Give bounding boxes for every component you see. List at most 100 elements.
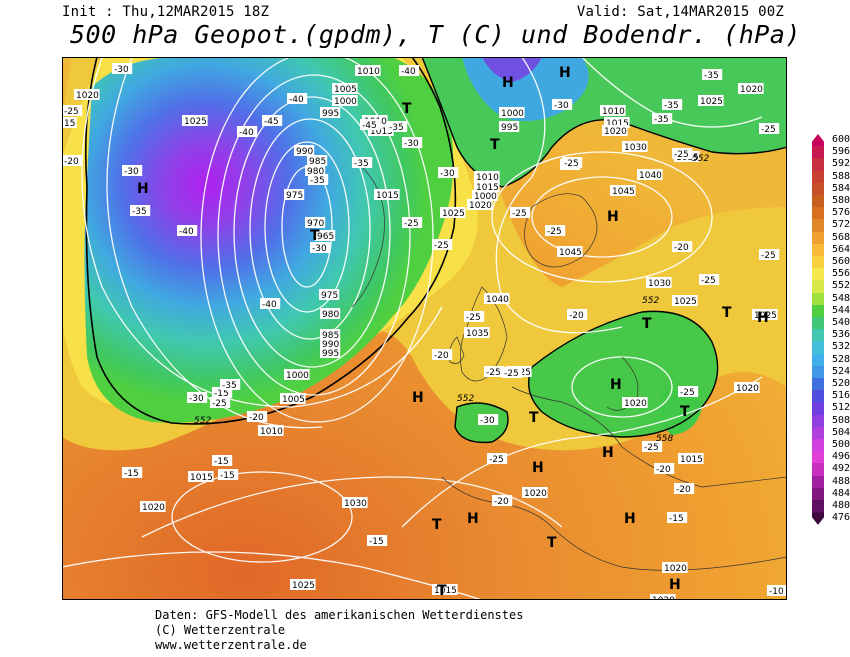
legend-swatch [812, 378, 824, 391]
svg-text:1005: 1005 [282, 395, 305, 405]
legend-label: 592 [832, 158, 850, 170]
temperature-label: -20 [432, 349, 453, 361]
legend-label: 492 [832, 463, 850, 475]
svg-text:-15: -15 [369, 537, 384, 547]
svg-text:995: 995 [501, 123, 518, 133]
temperature-label: -15 [212, 455, 233, 467]
svg-text:-45: -45 [362, 121, 377, 131]
legend-label: 564 [832, 243, 850, 255]
svg-text:1000: 1000 [334, 97, 357, 107]
svg-text:-25: -25 [512, 209, 527, 219]
svg-text:995: 995 [322, 349, 339, 359]
legend-label: 600 [832, 134, 850, 145]
svg-text:-20: -20 [674, 243, 689, 253]
svg-text:1010: 1010 [476, 173, 499, 183]
legend-swatch [812, 146, 824, 159]
footer-url[interactable]: www.wetterzentrale.de [155, 638, 307, 652]
pressure-label: 1015 [188, 471, 214, 483]
pressure-label: 1010 [355, 65, 381, 77]
high-marker: H [412, 390, 424, 406]
legend-label: 484 [832, 487, 850, 499]
temperature-label: -15 [667, 512, 688, 524]
valid-time: Valid: Sat,14MAR2015 00Z [576, 4, 784, 20]
svg-text:-15: -15 [124, 469, 139, 479]
geopotential-label: 552 [692, 154, 709, 164]
svg-text:-25: -25 [212, 399, 227, 409]
legend-label: 540 [832, 317, 850, 328]
svg-text:1015: 1015 [606, 119, 629, 129]
cutoff-east [659, 386, 702, 435]
svg-text:1020: 1020 [652, 596, 675, 600]
legend-swatch [812, 463, 824, 477]
svg-text:975: 975 [286, 191, 303, 201]
legend-label: 580 [832, 195, 850, 206]
svg-text:-25: -25 [404, 219, 419, 229]
pressure-label: 1015 [604, 117, 630, 129]
svg-text:-35: -35 [389, 123, 404, 133]
temperature-label: -35 [352, 157, 373, 169]
pressure-label: 1015 [374, 189, 400, 201]
svg-text:1015: 1015 [376, 191, 399, 201]
temperature-label: -25 [672, 148, 693, 160]
svg-text:985: 985 [309, 157, 326, 167]
svg-text:-15: -15 [214, 457, 229, 467]
legend-label: 512 [832, 402, 850, 414]
pressure-label: 1015 [368, 125, 394, 137]
pressure-label: 1035 [464, 327, 490, 339]
legend-label: 504 [832, 426, 850, 438]
svg-text:1020: 1020 [524, 489, 547, 499]
pressure-label: 1000 [284, 369, 310, 381]
high-marker: H [467, 511, 479, 527]
legend-label: 532 [832, 341, 850, 353]
temperature-label: -25 [510, 207, 531, 219]
svg-text:-25: -25 [761, 251, 776, 261]
pressure-label: 1025 [290, 579, 316, 591]
svg-text:-25: -25 [504, 369, 519, 379]
legend-label: 536 [832, 329, 850, 341]
svg-text:995: 995 [322, 109, 339, 119]
legend-swatch [812, 402, 824, 416]
legend-swatch [812, 158, 824, 172]
pressure-label: 1005 [332, 83, 358, 95]
svg-text:-40: -40 [401, 67, 416, 77]
geopotential-label: 552 [457, 394, 474, 404]
svg-text:1030: 1030 [344, 499, 367, 509]
low-marker: T [680, 404, 690, 420]
pressure-label: 1030 [646, 277, 672, 289]
svg-text:970: 970 [307, 219, 324, 229]
svg-text:985: 985 [322, 331, 339, 341]
pressure-label: 1015 [474, 181, 500, 193]
svg-text:1025: 1025 [674, 297, 697, 307]
svg-text:-35: -35 [664, 101, 679, 111]
svg-text:1010: 1010 [260, 427, 283, 437]
pressure-label: 1015 [678, 453, 704, 465]
temperature-label: -25 [464, 311, 485, 323]
svg-text:1020: 1020 [76, 91, 99, 101]
legend-label: 560 [832, 256, 850, 267]
low-marker: T [529, 410, 539, 426]
pressure-label: 1020 [662, 562, 688, 574]
geopotential-label: 552 [194, 416, 211, 426]
legend-label: 508 [832, 414, 850, 426]
svg-text:-30: -30 [554, 101, 569, 111]
pressure-label: 1030 [622, 141, 648, 153]
legend-label: 588 [832, 170, 850, 182]
high-marker: H [757, 310, 769, 326]
temperature-label: -20 [672, 241, 693, 253]
contour-552-north [421, 57, 787, 188]
legend-swatch [812, 426, 824, 440]
legend-label: 596 [832, 146, 850, 158]
svg-text:-40: -40 [262, 300, 277, 310]
svg-text:-25: -25 [644, 443, 659, 453]
legend-label: 568 [832, 231, 850, 243]
svg-text:-30: -30 [124, 167, 139, 177]
pressure-label: 975 [284, 189, 305, 201]
temperature-label: -30 [112, 63, 133, 75]
pressure-label: 1020 [734, 382, 760, 394]
svg-text:1000: 1000 [286, 371, 309, 381]
svg-text:1025: 1025 [184, 117, 207, 127]
pressure-label: 1030 [342, 497, 368, 509]
svg-text:990: 990 [296, 147, 313, 157]
svg-text:1015: 1015 [190, 473, 213, 483]
